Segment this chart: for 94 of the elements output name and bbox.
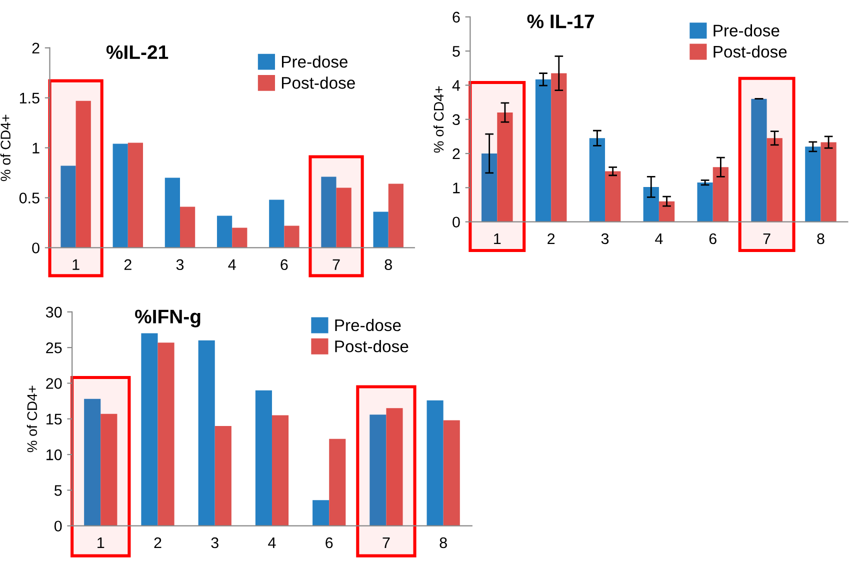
bar [329, 438, 346, 526]
bar [605, 171, 621, 222]
x-tick-label: 6 [326, 537, 333, 548]
x-tick-label: 7 [763, 233, 770, 244]
bar [386, 408, 403, 526]
bar [312, 500, 330, 526]
y-tick-label: 2 [32, 42, 40, 54]
bar [643, 186, 659, 222]
y-axis-title: % of CD4+ [26, 386, 38, 452]
y-tick-label: 30 [46, 306, 62, 318]
x-tick-label: 8 [384, 259, 392, 270]
bar [373, 212, 388, 248]
bar [255, 390, 272, 526]
bar [269, 200, 284, 248]
y-tick-label: 6 [452, 12, 460, 23]
bar [100, 414, 118, 526]
legend-label: Post-dose [335, 340, 408, 352]
x-tick-label: 6 [280, 259, 288, 270]
y-tick-label: 4 [452, 80, 460, 91]
bar [766, 138, 782, 222]
bar [751, 98, 767, 222]
x-tick-label: 2 [124, 259, 132, 270]
bar [232, 228, 248, 248]
bar [336, 188, 352, 248]
y-tick-label: 3 [452, 114, 460, 126]
x-tick-label: 7 [332, 259, 340, 270]
bar [551, 73, 567, 222]
bar [112, 144, 128, 248]
chart-title: % IL-17 [527, 14, 594, 28]
legend-label: Pre-dose [282, 55, 348, 68]
legend-label: Pre-dose [714, 24, 780, 37]
y-tick-label: 0 [32, 242, 40, 254]
y-tick-label: 25 [46, 342, 62, 354]
bar [284, 226, 300, 248]
x-tick-label: 4 [655, 233, 663, 244]
bar [370, 414, 386, 526]
y-tick-label: 10 [46, 449, 62, 460]
y-tick-label: 20 [46, 378, 62, 389]
bar [497, 112, 513, 222]
x-tick-label: 7 [382, 538, 390, 548]
bar [216, 216, 232, 248]
y-tick-label: 5 [54, 485, 62, 496]
bar [128, 142, 144, 248]
bar [180, 206, 196, 248]
bar [589, 138, 606, 222]
bar [60, 166, 76, 248]
bar [388, 184, 404, 248]
x-tick-label: 4 [268, 538, 276, 548]
bar [272, 415, 289, 526]
x-tick-label: 1 [98, 538, 104, 548]
bar [697, 182, 713, 222]
y-tick-label: 0.5 [19, 192, 40, 204]
y-axis-title: % of CD4+ [433, 86, 444, 153]
chart-title: %IL-21 [106, 45, 168, 60]
bar [214, 426, 232, 526]
y-tick-label: 0 [452, 216, 460, 228]
y-tick-label: 5 [452, 46, 460, 57]
bar [820, 142, 836, 222]
x-tick-label: 8 [440, 537, 447, 548]
x-tick-label: 2 [548, 233, 555, 244]
bar [198, 340, 215, 526]
x-tick-label: 8 [817, 233, 824, 244]
chart-title: %IFN-g [135, 310, 200, 328]
y-tick-label: 0 [54, 520, 62, 532]
bar [76, 100, 91, 248]
x-tick-label: 4 [228, 259, 236, 270]
y-tick-label: 15 [46, 414, 62, 425]
x-tick-label: 1 [72, 259, 80, 270]
y-tick-label: 1 [32, 142, 40, 154]
x-tick-label: 3 [176, 259, 184, 270]
bar [158, 342, 174, 526]
y-tick-label: 1.5 [20, 92, 40, 104]
bar [141, 333, 158, 526]
bar [164, 178, 180, 248]
x-tick-label: 6 [709, 233, 716, 244]
bar [321, 176, 336, 248]
bar [805, 146, 821, 222]
bar [443, 420, 460, 526]
x-tick-label: 3 [601, 233, 609, 244]
x-tick-label: 2 [154, 537, 162, 548]
bar [84, 398, 101, 526]
y-axis-title: % of CD4+ [0, 114, 11, 182]
y-tick-label: 1 [453, 182, 460, 194]
legend-label: Pre-dose [335, 318, 401, 332]
x-tick-label: 3 [211, 537, 218, 548]
x-tick-label: 1 [494, 233, 501, 244]
legend-label: Post-dose [714, 45, 787, 58]
bar [426, 400, 444, 526]
bar [658, 201, 675, 222]
legend-label: Post-dose [282, 76, 355, 89]
y-tick-label: 2 [452, 148, 460, 160]
bar [535, 79, 552, 222]
bar [712, 167, 729, 222]
bar [482, 154, 498, 222]
